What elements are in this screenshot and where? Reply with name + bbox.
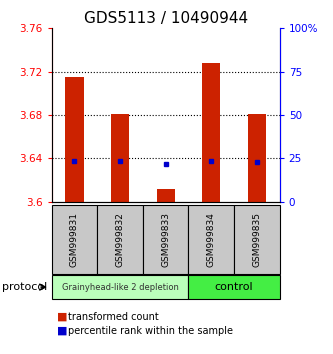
Text: GSM999832: GSM999832 [116, 212, 125, 267]
Bar [65, 77, 84, 202]
Text: protocol: protocol [2, 282, 47, 292]
Text: Grainyhead-like 2 depletion: Grainyhead-like 2 depletion [62, 282, 178, 292]
Text: GDS5113 / 10490944: GDS5113 / 10490944 [85, 11, 248, 25]
Text: GSM999834: GSM999834 [207, 212, 216, 267]
Bar [248, 114, 266, 202]
Bar [202, 63, 220, 202]
Text: transformed count: transformed count [68, 312, 159, 322]
Text: GSM999833: GSM999833 [161, 212, 170, 267]
Text: GSM999831: GSM999831 [70, 212, 79, 267]
Bar [157, 189, 175, 202]
Text: ■: ■ [57, 312, 67, 322]
Text: GSM999835: GSM999835 [252, 212, 261, 267]
Text: control: control [215, 282, 253, 292]
Text: percentile rank within the sample: percentile rank within the sample [68, 326, 233, 336]
Text: ■: ■ [57, 326, 67, 336]
Bar [111, 114, 129, 202]
